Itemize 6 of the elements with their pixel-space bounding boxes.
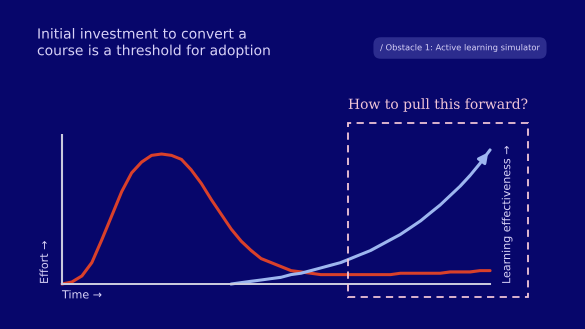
text: / Obstacle 1: Active learning simulator — [380, 44, 540, 52]
x-axis-title: Time → — [62, 290, 102, 299]
chart-title: Initial investment to convert a course is a threshold for adoption — [38, 28, 270, 58]
text: How to pull this forward? — [348, 98, 528, 112]
y-axis-title: Effort → — [40, 241, 48, 283]
y2-axis-title: Learning effectiveness → — [502, 146, 512, 283]
